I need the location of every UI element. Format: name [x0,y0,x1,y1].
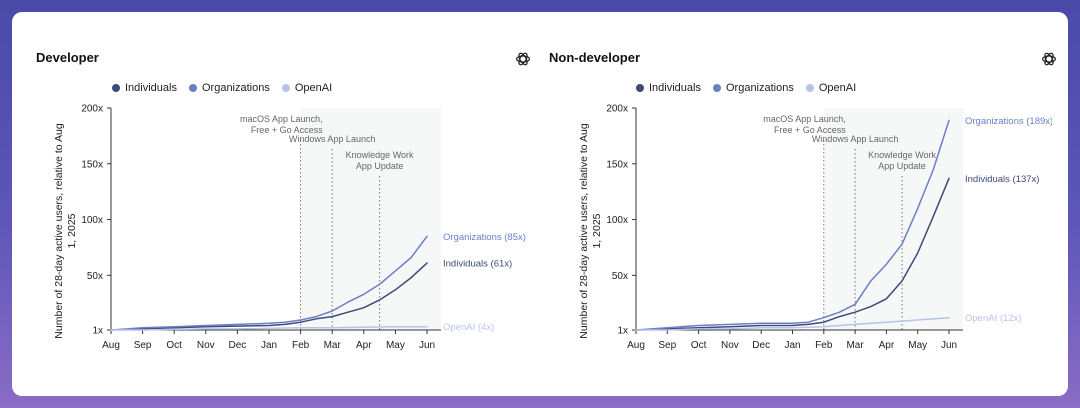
x-tick-label: Dec [229,340,247,351]
x-tick-label: Apr [879,340,895,351]
x-tick-label: Nov [197,340,215,351]
x-tick-label: Mar [846,340,864,351]
annotation-label: Knowledge Work [868,150,936,160]
legend-item-organizations[interactable]: Organizations [712,82,794,94]
post-launch-shade [300,108,441,330]
series-line-openai [110,325,428,331]
x-tick-label: Mar [324,340,342,351]
y-tick-label: 200x [81,104,103,115]
x-tick-label: May [908,340,927,351]
annotation-label: App Update [878,161,926,171]
series-end-label: OpenAI (12x) [965,313,1022,324]
annotation-label: Windows App Launch [812,134,899,144]
x-tick-label: Oct [691,340,707,351]
organizations-dot-icon [188,84,197,92]
openai-logo-icon [1042,52,1056,66]
individuals-dot-icon [112,84,120,92]
openai-logo-icon [516,52,530,66]
legend-label: Individuals [649,82,701,94]
legend-item-individuals[interactable]: Individuals [636,82,701,94]
series-line-organizations [110,235,428,331]
x-tick-label: Nov [721,340,739,351]
series-line-individuals [635,177,950,331]
developer-chart: 1x 50x 100x 150x 200x Aug Sep Oct Nov Dec Jan Feb Ma… [81,104,526,352]
x-tick-label: Aug [627,340,645,351]
x-tick-label: Jun [941,340,957,351]
y-tick-label: 1x [92,326,103,337]
x-tick-label: Sep [134,340,152,351]
x-tick-label: Apr [356,340,372,351]
legend-label: Organizations [725,82,794,94]
openai-dot-icon [281,84,290,92]
x-tick-label: May [386,340,405,351]
x-tick-label: Oct [166,340,182,351]
panel-title: Non-developer [549,50,641,65]
legend: Individuals Organizations OpenAI [636,82,856,94]
y-tick-label: 200x [606,104,628,115]
legend-label: OpenAI [818,82,857,94]
series-line-organizations [635,119,950,331]
legend: Individuals Organizations OpenAI [112,82,332,94]
x-tick-label: Dec [752,340,770,351]
series-end-label: Organizations (85x) [443,232,526,243]
legend-label: Individuals [125,82,177,94]
y-tick-label: 50x [612,271,628,282]
openai-dot-icon [805,84,814,92]
legend-label: OpenAI [294,82,333,94]
series-end-label: Individuals (61x) [443,259,512,270]
legend-item-openai[interactable]: OpenAI [281,82,333,94]
panel-title: Developer [36,50,99,65]
x-tick-label: Sep [658,340,676,351]
non-developer-chart: 1x 50x 100x 150x 200x Aug Sep Oct Nov Dec Jan Feb Ma… [606,104,1052,352]
annotation-label: Free + Go Access [251,125,323,135]
y-tick-label: 100x [81,215,103,226]
x-tick-label: Jan [784,340,800,351]
y-tick-label: 150x [81,159,103,170]
x-tick-label: Feb [815,340,833,351]
annotation-label: Windows App Launch [289,134,376,144]
legend-label: Organizations [201,82,270,94]
y-tick-label: 50x [87,271,103,282]
developer-panel: Developer Individuals Organizations Open… [12,12,540,396]
individuals-dot-icon [636,84,644,92]
legend-item-organizations[interactable]: Organizations [188,82,270,94]
x-tick-label: Feb [292,340,310,351]
organizations-dot-icon [712,84,721,92]
series-end-label: Organizations (189x) [965,116,1052,127]
annotation-label: Free + Go Access [774,125,846,135]
x-tick-label: Jan [261,340,277,351]
series-end-label: Individuals (137x) [965,174,1039,185]
y-tick-label: 100x [606,215,628,226]
series-line-openai [635,316,950,331]
non-developer-panel: Non-developer Individuals Organizations … [524,12,1056,396]
legend-item-openai[interactable]: OpenAI [805,82,857,94]
annotation-label: Knowledge Work [346,150,414,160]
y-tick-label: 1x [617,326,628,337]
annotation-label: macOS App Launch, [240,114,323,124]
x-tick-label: Aug [102,340,120,351]
y-tick-label: 150x [606,159,628,170]
series-line-individuals [110,262,428,331]
series-end-label: OpenAI (4x) [443,322,494,333]
chart-card: Developer Individuals Organizations Open… [12,12,1068,396]
post-launch-shade [823,108,963,330]
legend-item-individuals[interactable]: Individuals [112,82,177,94]
annotation-label: App Update [356,161,404,171]
x-tick-label: Jun [419,340,435,351]
annotation-label: macOS App Launch, [763,114,846,124]
